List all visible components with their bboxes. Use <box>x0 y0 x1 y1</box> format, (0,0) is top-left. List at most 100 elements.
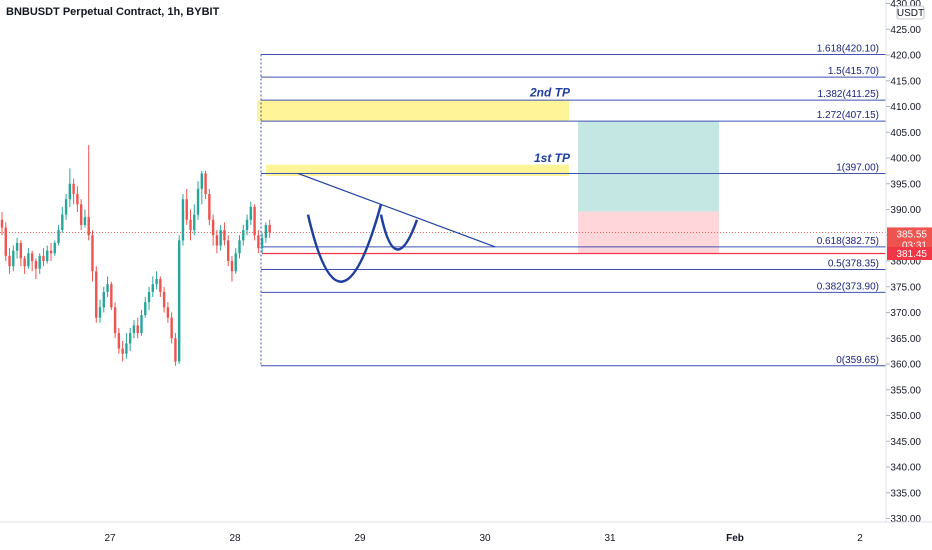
candle-body <box>128 333 132 344</box>
price-tick-label: 365.00 <box>890 334 921 345</box>
candle-body <box>219 230 222 246</box>
take-profit-zone <box>578 121 719 212</box>
candle-body <box>215 235 219 246</box>
fib-level-label: 0(359.65) <box>836 355 879 366</box>
candle-body <box>0 219 4 228</box>
candle-body <box>76 194 79 205</box>
price-tick-label: 370.00 <box>890 308 921 319</box>
candle-body <box>57 230 60 243</box>
candle-body <box>106 284 109 292</box>
candle-body <box>238 240 241 254</box>
price-tick-label: 425.00 <box>890 25 921 36</box>
candle-body <box>155 279 158 285</box>
candle-body <box>23 258 26 267</box>
time-tick-label: 31 <box>604 533 616 544</box>
candle-body <box>159 279 162 292</box>
candle-body <box>204 173 207 195</box>
candle-body <box>27 253 30 267</box>
candle-body <box>257 235 260 249</box>
candle-body <box>193 214 196 231</box>
candle-body <box>162 291 166 308</box>
price-tick-label: 335.00 <box>890 488 921 499</box>
price-tick-label: 350.00 <box>890 411 921 422</box>
candle-body <box>227 240 230 261</box>
candle-body <box>264 224 268 238</box>
candle-body <box>95 271 98 318</box>
candle-body <box>245 219 249 231</box>
candle-body <box>110 284 113 308</box>
candle-body <box>19 242 23 259</box>
level-badge <box>887 247 932 261</box>
candle-body <box>61 214 64 231</box>
price-tick-label: 375.00 <box>890 282 921 293</box>
price-axis[interactable]: 430.00 425.00 420.00 415.00 410.00 405.00 400.… <box>885 0 932 550</box>
price-tick-label: 340.00 <box>890 463 921 474</box>
cup-curve <box>306 204 383 283</box>
pattern-layer <box>297 172 496 283</box>
candle-body <box>42 255 45 261</box>
fib-level-label: 1.618(420.10) <box>817 43 879 54</box>
candle-body <box>181 199 185 241</box>
candle-body <box>166 307 170 318</box>
candle-body <box>234 253 237 272</box>
candle-body <box>170 317 173 339</box>
tp1-label: 1st TP <box>534 151 571 165</box>
time-tick-label: 28 <box>229 533 241 544</box>
candle-body <box>249 206 253 220</box>
fib-level-label: 1.272(407.15) <box>817 110 879 121</box>
trend-line <box>297 172 496 248</box>
tp-zone-2 <box>257 100 569 122</box>
candle-body <box>260 237 264 249</box>
time-tick-label: 27 <box>104 533 116 544</box>
time-tick-label: 2 <box>857 533 863 544</box>
price-tick-label: 415.00 <box>890 76 921 87</box>
price-tick-label: 380.00 <box>890 257 921 268</box>
candle-body <box>200 173 204 189</box>
time-tick-label: Feb <box>726 533 744 544</box>
candle-body <box>12 250 15 267</box>
candle-body <box>185 199 188 220</box>
fib-level-label: 1(397.00) <box>836 162 879 173</box>
time-axis[interactable]: 27 28 29 30 31 Feb 2 <box>0 521 932 544</box>
candle-body <box>223 230 226 241</box>
currency-box[interactable] <box>896 5 925 20</box>
candles-layer <box>0 145 271 366</box>
fib-level-label: 0.5(378.35) <box>828 258 879 269</box>
price-tick-label: 400.00 <box>890 154 921 165</box>
price-tick-label: 430.00 <box>890 0 921 10</box>
fib-level-label: 1.5(415.70) <box>828 66 879 77</box>
time-tick-label: 30 <box>479 533 491 544</box>
fib-level-label: 1.382(411.25) <box>817 89 879 100</box>
candle-body <box>208 194 211 220</box>
price-tick-label: 355.00 <box>890 385 921 396</box>
time-tick-label: 29 <box>354 533 366 544</box>
level-value: 381.45 <box>896 249 927 260</box>
candle-body <box>189 219 192 231</box>
candle-body <box>8 255 11 267</box>
candle-body <box>15 242 19 251</box>
candle-body <box>132 325 136 334</box>
tp2-label: 2nd TP <box>529 86 571 100</box>
countdown-value: 03:31 <box>902 240 927 251</box>
candle-body <box>102 291 105 308</box>
price-tick-label: 420.00 <box>890 51 921 62</box>
candle-body <box>117 333 121 349</box>
candle-body <box>230 261 234 272</box>
drawings-layer: 1.618(420.10) 1.5(415.70) 1.382(411.25) 1.2… <box>0 43 886 367</box>
tp-zone-1 <box>266 164 569 177</box>
price-tick-label: 360.00 <box>890 360 921 371</box>
candle-body <box>196 188 200 215</box>
symbol-title[interactable]: BNBUSDT Perpetual Contract, 1h, BYBIT <box>6 6 220 18</box>
fib-level-label: 0.618(382.75) <box>817 236 879 247</box>
candle-body <box>30 253 34 261</box>
last-price-value: 385.55 <box>896 229 927 240</box>
candle-body <box>91 235 94 272</box>
candle-body <box>113 307 117 334</box>
candle-body <box>79 204 83 225</box>
candle-body <box>144 302 147 316</box>
candle-body <box>242 230 245 241</box>
price-tick-label: 395.00 <box>890 179 921 190</box>
handle-curve <box>379 214 419 251</box>
candle-body <box>174 338 177 362</box>
